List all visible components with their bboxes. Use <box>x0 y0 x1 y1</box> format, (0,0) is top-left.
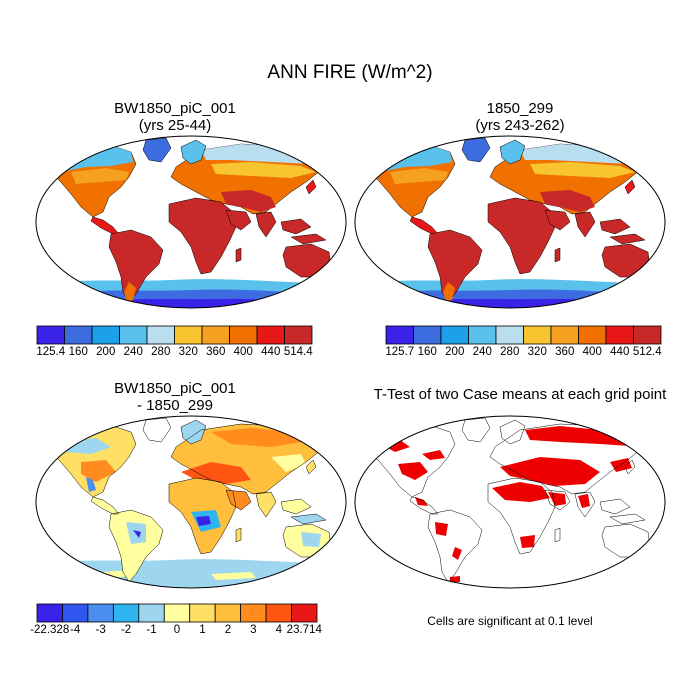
panel-3-colorbar-box <box>112 603 140 623</box>
panel-2-colorbar-tick-label: 512.4 <box>632 346 662 358</box>
panel-2-title-line2: (yrs 243-262) <box>475 117 565 134</box>
panel-1-colorbar-tick-label: 320 <box>178 346 198 358</box>
panel-1-colorbar-tick-label: 514.4 <box>283 346 313 358</box>
panel-1-colorbar-tick-label: 240 <box>123 346 143 358</box>
panel-1-colorbar-tick-label: 125.4 <box>36 346 66 358</box>
panel-3-colorbar-tick-label: -22.328 <box>30 624 70 636</box>
panel-1-colorbar-box <box>256 325 285 345</box>
panel-2-colorbar-tick-label: 240 <box>472 346 492 358</box>
panel-1-colorbar-tick-label: 280 <box>151 346 171 358</box>
panel-3-title-line2: - 1850_299 <box>137 397 213 414</box>
panel-2-colorbar-tick-label: 200 <box>445 346 465 358</box>
panel-3-colorbar-tick-label: 0 <box>173 624 181 636</box>
panel-1-colorbar-box <box>119 325 148 345</box>
panel-3-colorbar-tick-label: 1 <box>199 624 206 636</box>
panel-2-colorbar-box <box>633 325 662 345</box>
panel-3-colorbar-tick-label: -3 <box>95 624 106 636</box>
panel-1-title-line2: (yrs 25-44) <box>138 117 212 134</box>
panel-3-map <box>36 417 346 588</box>
panel-2-map <box>355 137 665 308</box>
panel-2-colorbar-tick-label: 160 <box>417 346 437 358</box>
panel-1-colorbar-box <box>91 325 120 345</box>
panel-4-map-border <box>354 415 666 589</box>
panel-2-title-line1: 1850_299 <box>486 100 554 117</box>
panel-2-colorbar-tick-label: 320 <box>527 346 547 358</box>
panel-3-colorbar-tick-label: -1 <box>146 624 157 636</box>
panel-2-colorbar-tick-label: 280 <box>500 346 520 358</box>
panel-2-colorbar-box <box>385 325 414 345</box>
panel-1-colorbar <box>36 325 313 345</box>
panel-1-map-border <box>35 135 347 309</box>
panel-3-colorbar-box <box>214 603 242 623</box>
panel-1-title: BW1850_piC_001 (yrs 25-44) <box>40 100 310 134</box>
panel-1-colorbar-box <box>174 325 203 345</box>
panel-2-colorbar-box <box>605 325 634 345</box>
panel-3-title: BW1850_piC_001 - 1850_299 <box>40 380 310 414</box>
panel-3-colorbar-box <box>265 603 292 623</box>
panel-2-colorbar-box <box>550 325 579 345</box>
panel-3-colorbar-box <box>291 603 318 623</box>
panel-1-colorbar-tick-label: 360 <box>206 346 226 358</box>
panel-3-colorbar-tick-label: -4 <box>70 624 81 636</box>
panel-1-colorbar-box <box>64 325 93 345</box>
panel-3-title-line1: BW1850_piC_001 <box>114 380 236 397</box>
panel-1-colorbar-box <box>146 325 175 345</box>
panel-3-colorbar-tick-label: 2 <box>224 624 232 636</box>
panel-4-title: T-Test of two Case means at each grid po… <box>373 386 667 403</box>
panel-3-colorbar-box <box>36 603 63 623</box>
panel-2-colorbar-box <box>523 325 552 345</box>
panel-3-colorbar-box <box>240 603 267 623</box>
panel-1-colorbar-box <box>229 325 258 345</box>
panel-2-colorbar-box <box>495 325 524 345</box>
panel-3-colorbar-tick-label: 3 <box>250 624 257 636</box>
panel-2-colorbar-tick-label: 400 <box>582 346 602 358</box>
panel-2-colorbar-tick-label: 360 <box>555 346 575 358</box>
panel-3-colorbar-box <box>163 603 191 623</box>
panel-3-colorbar-box <box>87 603 114 623</box>
panel-2-colorbar <box>385 325 662 345</box>
panel-3-colorbar-tick-label: 4 <box>275 624 283 636</box>
panel-3-map-border <box>35 415 347 589</box>
panel-3-colorbar-box <box>62 603 89 623</box>
panel-3-colorbar-box <box>189 603 216 623</box>
panel-3-colorbar-tick-label: -2 <box>120 624 132 636</box>
panel-1-title-line1: BW1850_piC_001 <box>114 100 236 117</box>
panel-3-colorbar-tick-label: 23.714 <box>286 624 322 636</box>
panel-2-colorbar-box <box>468 325 497 345</box>
panel-2-colorbar-tick-label: 440 <box>610 346 630 358</box>
panel-1-colorbar-box <box>36 325 65 345</box>
panel-1-colorbar-box <box>284 325 313 345</box>
panel-3-colorbar-box <box>138 603 165 623</box>
panel-2-colorbar-box <box>440 325 469 345</box>
panel-1-colorbar-tick-label: 200 <box>96 346 116 358</box>
panel-2-title: 1850_299 (yrs 243-262) <box>385 100 655 134</box>
panel-4-map <box>359 417 651 583</box>
panel-2-map-border <box>354 135 666 309</box>
panel-1-map <box>36 137 346 308</box>
panel-3-colorbar <box>36 603 318 623</box>
panel-2-colorbar-box <box>578 325 607 345</box>
significance-note: Cells are significant at 0.1 level <box>427 614 593 628</box>
panel-2-colorbar-tick-label: 125.7 <box>385 346 415 358</box>
figure-title: ANN FIRE (W/m^2) <box>267 62 433 83</box>
panel-1-colorbar-box <box>201 325 230 345</box>
panel-1-colorbar-tick-label: 400 <box>233 346 253 358</box>
panel-1-colorbar-tick-label: 160 <box>68 346 88 358</box>
panel-1-colorbar-tick-label: 440 <box>261 346 281 358</box>
panel-2-colorbar-box <box>413 325 442 345</box>
